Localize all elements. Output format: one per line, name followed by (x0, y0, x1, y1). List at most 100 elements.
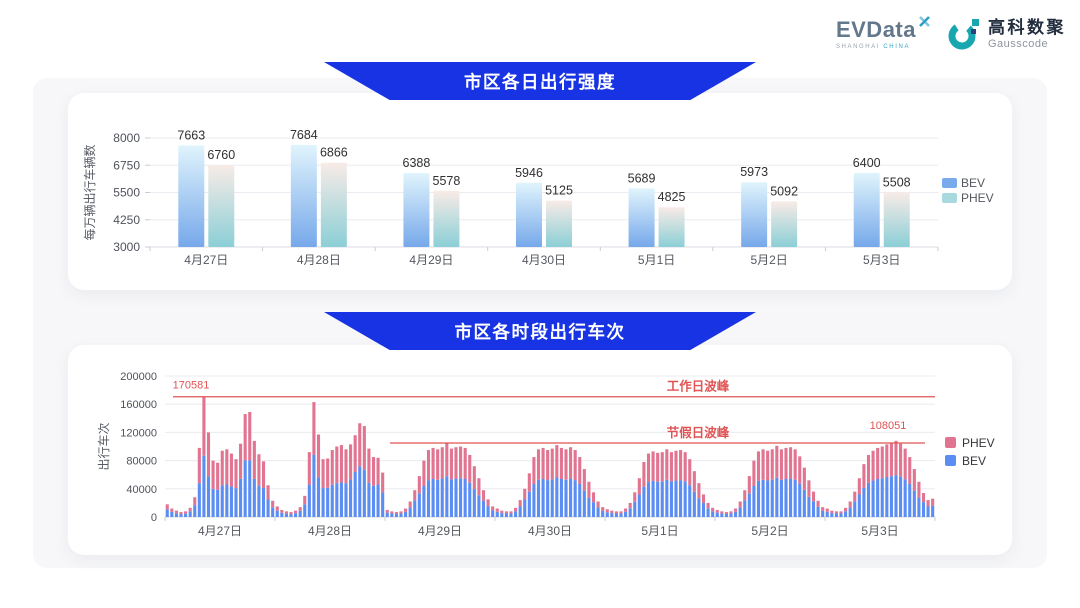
bar-value-label: 5689 (628, 171, 656, 185)
legend-label-phev[interactable]: PHEV (962, 436, 995, 450)
phev-bar (880, 446, 884, 479)
bev-bar (289, 514, 293, 517)
bev-bar (596, 507, 600, 517)
phev-bar (926, 500, 930, 507)
bev-bar (523, 499, 527, 517)
header-logos: EVData SHANGHAI CHINA 高科数聚 Gausscode (836, 15, 1066, 52)
x-tick-label: 4月30日 (522, 253, 566, 267)
bev-bar (880, 478, 884, 517)
bev-bar (706, 508, 710, 517)
y-axis-title: 出行车次 (96, 422, 111, 470)
bev-bar (477, 495, 481, 517)
bev-bar (426, 480, 431, 517)
phev-bar (578, 457, 582, 485)
y-tick-label: 6750 (113, 158, 140, 172)
y-tick-label: 200000 (120, 371, 157, 383)
bev-bar (908, 484, 912, 517)
bev-bar (734, 511, 738, 517)
bev-bar (720, 513, 724, 517)
bev-bar (821, 510, 825, 517)
phev-bar (793, 449, 797, 480)
bar-value-label: 5973 (740, 165, 768, 179)
phev-bar (658, 207, 685, 247)
bev-bar (683, 481, 687, 517)
bev-bar (889, 476, 893, 517)
bev-bar (651, 480, 655, 517)
bev-bar (894, 475, 898, 517)
bev-bar (344, 483, 348, 517)
phev-bar (674, 450, 678, 481)
phev-bar (321, 459, 325, 489)
phev-bar (165, 504, 169, 510)
phev-bar (280, 509, 284, 513)
bev-bar (290, 144, 317, 247)
phev-bar (564, 449, 568, 480)
bev-bar (587, 497, 591, 517)
phev-bar (894, 440, 898, 476)
bev-bar (550, 479, 554, 517)
workday-peak-label: 工作日波峰 (667, 379, 730, 394)
phev-bar (775, 445, 779, 478)
x-tick-label: 4月29日 (418, 524, 462, 538)
legend-swatch-phev[interactable] (945, 437, 956, 448)
phev-bar (550, 448, 554, 480)
bev-bar (642, 486, 646, 517)
legend-label-bev[interactable]: BEV (961, 176, 985, 190)
phev-bar (871, 450, 875, 481)
bev-bar (472, 489, 476, 517)
phev-bar (834, 511, 838, 514)
bev-bar (220, 485, 224, 517)
bev-bar (853, 172, 880, 247)
bev-bar (715, 512, 719, 517)
bev-bar (674, 480, 678, 517)
phev-bar (184, 511, 188, 514)
bar-value-label: 5508 (883, 175, 911, 189)
phev-bar (170, 508, 174, 512)
phev-bar (371, 457, 376, 486)
bev-bar (385, 512, 389, 517)
phev-bar (771, 201, 798, 247)
phev-bar (261, 461, 266, 489)
bar-value-label: 6400 (853, 156, 881, 170)
legend-swatch-bev[interactable] (945, 455, 956, 466)
legend-label-bev[interactable]: BEV (962, 454, 986, 468)
bev-bar (516, 182, 542, 247)
phev-bar (523, 488, 527, 500)
phev-bar (931, 498, 935, 506)
bev-bar (486, 506, 490, 517)
bev-bar (555, 477, 559, 517)
x-tick-label: 5月1日 (641, 524, 678, 538)
bev-bar (656, 481, 660, 517)
y-tick-label: 80000 (126, 456, 157, 468)
bev-bar (527, 491, 531, 517)
phev-bar (610, 510, 614, 514)
legend-swatch-phev[interactable] (942, 193, 957, 203)
y-tick-label: 0 (151, 512, 157, 524)
phev-bar (642, 462, 646, 487)
phev-bar (876, 447, 880, 480)
phev-bar (546, 200, 572, 247)
phev-bar (509, 511, 513, 514)
bev-bar (536, 479, 541, 517)
bar-value-label: 6866 (320, 146, 348, 160)
bev-bar (518, 506, 522, 517)
bev-bar (628, 508, 632, 517)
phev-bar (862, 464, 866, 488)
phev-bar (289, 512, 293, 515)
phev-bar (252, 440, 256, 479)
bev-bar (206, 476, 211, 517)
bev-bar (573, 480, 577, 517)
phev-bar (651, 451, 655, 481)
phev-bar (601, 507, 605, 511)
phev-bar (770, 449, 774, 480)
phev-bar (271, 500, 275, 508)
bev-bar (591, 502, 596, 517)
phev-bar (889, 442, 893, 477)
phev-bar (320, 162, 347, 247)
phev-bar (903, 448, 907, 480)
bev-bar (298, 510, 302, 517)
phev-bar (514, 507, 518, 512)
phev-bar (284, 511, 288, 514)
legend-swatch-bev[interactable] (942, 178, 957, 188)
legend-label-phev[interactable]: PHEV (961, 191, 994, 205)
